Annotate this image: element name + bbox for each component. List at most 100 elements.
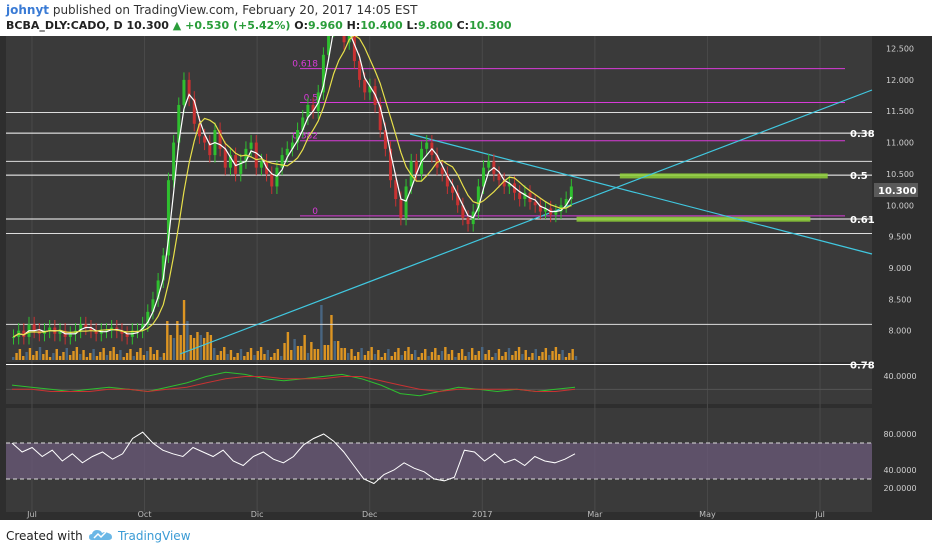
candle-body <box>445 173 449 187</box>
time-tick-label: Jul <box>26 510 37 519</box>
volume-bar <box>397 348 400 360</box>
price-tick-label: 10.000 <box>886 201 914 210</box>
candle-body <box>456 192 460 206</box>
candle-body <box>414 161 418 174</box>
volume-bar <box>558 354 561 360</box>
volume-bar <box>430 352 434 360</box>
volume-bar <box>387 349 390 360</box>
rsi-band <box>6 443 872 479</box>
volume-bar <box>213 348 216 360</box>
volume-bar <box>219 351 223 360</box>
volume-bar <box>99 352 102 360</box>
volume-bar <box>65 348 68 360</box>
candle-body <box>141 324 145 331</box>
price-pane[interactable] <box>6 36 872 362</box>
candle-body <box>564 199 568 206</box>
candle-body <box>172 142 176 181</box>
volume-bar <box>92 349 95 360</box>
volume-bar <box>72 351 75 360</box>
support-zone[interactable] <box>576 216 811 222</box>
rsi-tick-label: 20.0000 <box>883 484 916 493</box>
fib-level-label: 0.5 <box>850 171 868 182</box>
volume-bar <box>38 347 42 360</box>
author-name[interactable]: johnyt <box>6 3 50 17</box>
volume-bar <box>571 349 574 360</box>
open-label: O: <box>294 19 308 32</box>
volume-bar <box>511 355 514 360</box>
volume-bar <box>541 352 544 360</box>
high-label: H: <box>346 19 361 32</box>
volume-bar <box>360 348 363 360</box>
grid-lines <box>31 36 821 512</box>
candle-body <box>342 36 346 43</box>
candle-body <box>394 180 398 199</box>
volume-bar <box>85 357 89 360</box>
volume-bar <box>266 350 269 360</box>
fib-level-label: 0.61 <box>850 215 875 226</box>
up-arrow-icon: ▲ <box>172 19 182 32</box>
volume-bar <box>460 349 464 360</box>
volume-bar <box>149 347 152 360</box>
candle-body <box>327 36 331 55</box>
candle-body <box>461 205 465 218</box>
volume-bar <box>135 352 139 360</box>
volume-bar <box>306 353 310 360</box>
volume-bar <box>437 355 440 360</box>
volume-bar <box>169 335 172 360</box>
volume-bar <box>233 357 236 360</box>
volume-bar <box>424 349 427 360</box>
candle-body <box>125 333 129 337</box>
ma-fast-line[interactable] <box>13 36 572 338</box>
tradingview-cloud-icon[interactable] <box>88 527 114 543</box>
volume-bar <box>146 351 149 360</box>
volume-bar <box>501 356 504 360</box>
candle-body <box>296 130 300 143</box>
volume-bar <box>263 354 266 360</box>
volume-bar <box>554 347 558 360</box>
ascending-trendline[interactable] <box>179 89 873 355</box>
tradingview-brand[interactable]: TradingView <box>118 529 191 543</box>
volume-bar <box>517 347 521 360</box>
volume-bar <box>320 305 323 360</box>
volume-bar <box>400 355 403 360</box>
candle-body <box>487 161 491 168</box>
volume-bar <box>561 350 564 360</box>
candle-body <box>280 155 284 168</box>
price-tick-label: 11.000 <box>886 139 914 148</box>
descending-trendline[interactable] <box>409 133 873 255</box>
volume-bar <box>373 354 377 360</box>
price-tick-label: 10.500 <box>886 170 914 179</box>
ma-slow-line[interactable] <box>13 36 572 338</box>
candle-body <box>197 123 201 137</box>
candle-body <box>228 155 232 168</box>
volume-bar <box>383 353 387 360</box>
support-zone[interactable] <box>619 173 828 179</box>
volume-bar <box>139 348 142 360</box>
volume-bar <box>514 351 517 360</box>
candle-body <box>32 324 36 331</box>
volume-bar <box>243 356 246 360</box>
volume-bar <box>487 350 491 360</box>
candle-body <box>358 61 362 80</box>
macd-pane[interactable] <box>6 364 872 404</box>
volume-bar <box>504 352 507 360</box>
volume-bar <box>156 350 159 360</box>
price-tick-label: 12.000 <box>886 76 914 85</box>
volume-bar <box>357 352 360 360</box>
candle-body <box>301 117 305 131</box>
candle-body <box>497 173 501 181</box>
time-tick-label: 2017 <box>472 510 492 519</box>
volume-bar <box>196 332 199 360</box>
macd-series-line[interactable] <box>12 376 576 393</box>
volume-bar <box>454 357 457 360</box>
volume-bar <box>226 354 229 360</box>
rsi-line[interactable] <box>11 431 576 485</box>
candle-body <box>290 142 294 149</box>
chart-canvas[interactable]: 0.38 0.5 0.61 0.78 0.618 0.5 0.382 0 12.500 12.0… <box>0 36 932 520</box>
candle-body <box>275 167 279 187</box>
rsi-lines: 80.0000 40.0000 20.0000 <box>6 430 917 493</box>
volume-bar <box>316 349 320 360</box>
candle-body <box>156 280 160 300</box>
volume-bar <box>350 349 353 360</box>
volume-bar <box>189 335 192 360</box>
